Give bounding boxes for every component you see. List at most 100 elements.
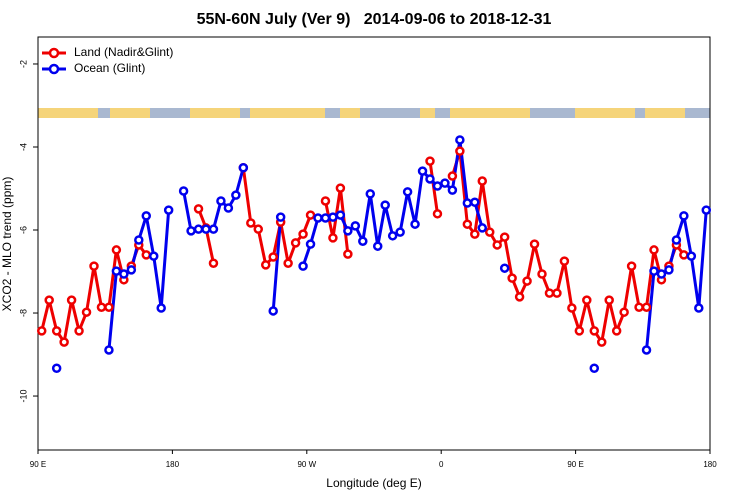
point <box>499 263 510 273</box>
point <box>358 236 368 246</box>
point <box>260 260 271 270</box>
point <box>134 235 144 245</box>
point <box>365 189 376 199</box>
y-tick-label: -8 <box>18 309 28 317</box>
point <box>492 240 502 250</box>
point <box>208 258 219 268</box>
point <box>574 326 585 336</box>
y-tick-label: -2 <box>18 60 28 68</box>
x-tick-label: 90 W <box>297 460 316 469</box>
point <box>470 197 480 207</box>
point <box>313 213 323 223</box>
point <box>231 190 241 200</box>
point <box>499 232 510 242</box>
point <box>589 326 600 336</box>
point <box>66 295 77 305</box>
point <box>253 224 264 234</box>
point <box>582 295 592 305</box>
point <box>589 363 600 373</box>
point <box>477 223 488 233</box>
point <box>462 219 473 229</box>
point <box>372 241 383 251</box>
point <box>44 295 54 305</box>
point <box>246 218 256 228</box>
point <box>462 198 473 208</box>
point <box>193 204 204 214</box>
point <box>104 302 114 312</box>
point <box>544 288 555 298</box>
point <box>156 303 166 313</box>
point <box>298 261 308 271</box>
point <box>649 245 659 255</box>
point <box>305 239 316 249</box>
point <box>440 178 450 188</box>
point <box>529 239 540 249</box>
point <box>59 337 69 347</box>
point <box>201 224 211 234</box>
point <box>410 219 420 229</box>
point <box>611 326 622 336</box>
y-axis-label: XCO2 - MLO trend (ppm) <box>0 177 14 312</box>
point <box>193 224 204 234</box>
point <box>111 245 122 255</box>
point <box>89 261 99 271</box>
point <box>343 226 353 236</box>
point <box>335 210 346 220</box>
point <box>275 212 286 222</box>
point <box>104 345 114 355</box>
point <box>641 302 652 312</box>
point <box>514 292 525 302</box>
point <box>455 135 465 145</box>
point <box>679 211 689 221</box>
point <box>694 303 704 313</box>
point <box>626 261 637 271</box>
point <box>455 146 465 156</box>
point <box>328 212 338 222</box>
point <box>141 211 152 221</box>
point <box>343 249 353 259</box>
point <box>425 174 435 184</box>
point <box>268 306 278 316</box>
point <box>74 326 84 336</box>
point <box>567 303 577 313</box>
point <box>417 166 428 176</box>
point <box>484 227 495 237</box>
chart-title: 55N-60N July (Ver 9) 2014-09-06 to 2018-… <box>197 11 552 28</box>
point <box>238 162 249 173</box>
point <box>268 252 278 262</box>
point <box>335 183 346 193</box>
point <box>141 250 152 260</box>
plot-frame <box>37 36 711 451</box>
point <box>81 307 92 317</box>
point <box>178 186 189 196</box>
legend-marker <box>48 47 60 59</box>
land-ocean-strip <box>38 108 710 118</box>
point <box>634 302 644 312</box>
x-tick-label: 180 <box>703 460 717 469</box>
y-tick-label: -10 <box>18 390 28 403</box>
series-line <box>107 138 708 351</box>
point <box>305 210 316 220</box>
point <box>328 233 338 243</box>
point <box>596 337 607 347</box>
point <box>36 326 47 336</box>
point <box>163 205 174 215</box>
point <box>186 226 196 236</box>
point <box>559 256 570 266</box>
point <box>447 185 458 195</box>
point <box>477 176 488 186</box>
point <box>686 251 697 261</box>
point <box>425 156 435 166</box>
point <box>402 187 413 197</box>
point <box>208 224 219 234</box>
point <box>320 213 331 223</box>
y-tick-label: -4 <box>18 143 28 151</box>
point <box>148 251 159 261</box>
point <box>320 196 331 206</box>
point <box>679 250 689 260</box>
x-tick-label: 0 <box>439 460 444 469</box>
point <box>432 209 443 219</box>
point <box>671 235 682 245</box>
legend-label: Ocean (Glint) <box>74 61 145 75</box>
